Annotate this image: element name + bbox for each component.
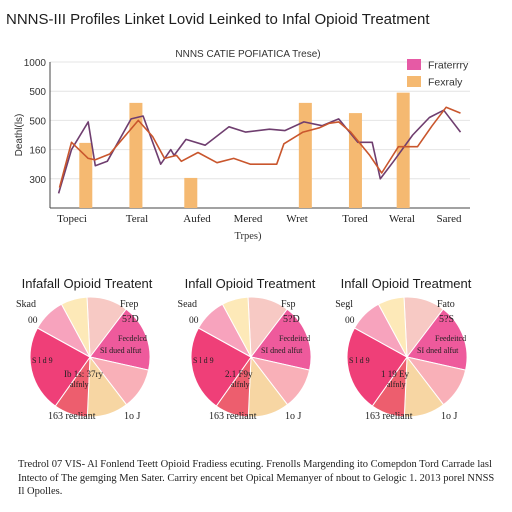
pie-label: 163 reeliant bbox=[365, 411, 413, 422]
y-tick-label: 500 bbox=[29, 87, 46, 98]
pie-label: 5?D bbox=[122, 314, 139, 325]
pie-title: Infafall Opioid Treatent bbox=[22, 276, 153, 291]
legend-label: Fraterrry bbox=[428, 60, 469, 72]
pie-label: Frep bbox=[120, 299, 138, 310]
x-tick-label: Topeci bbox=[57, 213, 87, 225]
pie-label: alfnly bbox=[70, 380, 89, 389]
x-tick-label: Sared bbox=[436, 213, 462, 225]
pie-label: alfnly bbox=[387, 380, 406, 389]
pie-label: 2.1 F9y bbox=[225, 369, 253, 379]
chart-title: NNNS CATIE POFIATICA Trese) bbox=[175, 49, 320, 60]
x-axis-label: Trpes) bbox=[234, 231, 262, 242]
x-tick-label: Weral bbox=[389, 213, 415, 225]
pie-label: alfnly bbox=[231, 380, 250, 389]
pie-slice bbox=[346, 327, 408, 407]
pie-label: 5?D bbox=[283, 314, 300, 325]
pie-label: 163 reeliant bbox=[209, 411, 257, 422]
x-tick-label: Wret bbox=[286, 213, 308, 225]
pie-label: 00 bbox=[28, 316, 38, 326]
pie-label: 00 bbox=[345, 316, 355, 326]
pie-label: Fecdelcd bbox=[118, 334, 147, 343]
y-tick-label: 160 bbox=[29, 146, 46, 157]
figure-caption: Tredrol 07 VIS- Al Fonlend Teett Opioid … bbox=[18, 459, 495, 497]
pie-label: S l d 9 bbox=[349, 356, 370, 365]
x-tick-label: Aufed bbox=[183, 213, 211, 225]
pie-label: Segl bbox=[335, 299, 353, 310]
pie-label: S l d 9 bbox=[32, 356, 53, 365]
pie-label: SI dned alfut bbox=[417, 346, 459, 355]
page-title: NNNS-III Profiles Linket Lovid Leinked t… bbox=[6, 11, 430, 28]
series-line bbox=[58, 106, 461, 188]
pie-label: 1 19 Ey bbox=[381, 369, 409, 379]
bar bbox=[396, 92, 410, 208]
pie-title: Infall Opioid Treatment bbox=[341, 276, 472, 291]
legend-swatch bbox=[407, 76, 421, 87]
pie-title: Infall Opioid Treatment bbox=[185, 276, 316, 291]
pie-label: Fecdeitcd bbox=[279, 334, 310, 343]
legend-swatch bbox=[407, 59, 421, 70]
pie-label: Fsp bbox=[281, 299, 295, 310]
pie-slice bbox=[29, 327, 91, 407]
pie-slice bbox=[190, 327, 252, 407]
pie-slice bbox=[60, 296, 91, 358]
x-tick-label: Teral bbox=[126, 213, 148, 225]
y-axis-label: Deathl(ls) bbox=[14, 114, 25, 157]
bar bbox=[348, 113, 362, 208]
pie-label: 163 reeliant bbox=[48, 411, 96, 422]
x-tick-label: Mered bbox=[234, 213, 263, 225]
y-tick-label: 500 bbox=[29, 116, 46, 127]
y-tick-label: 300 bbox=[29, 175, 46, 186]
pie-label: 1o J bbox=[441, 411, 458, 422]
pie-label: 1o J bbox=[285, 411, 302, 422]
pie-label: S l d 9 bbox=[193, 356, 214, 365]
pie-slice bbox=[406, 308, 468, 371]
pie-label: Fato bbox=[437, 299, 455, 310]
pie-label: 1o J bbox=[124, 411, 141, 422]
pie-label: Ib 1s: 37ry bbox=[64, 369, 103, 379]
pie-slice bbox=[221, 296, 252, 358]
pie-label: Skad bbox=[16, 299, 36, 310]
pie-slice bbox=[377, 296, 408, 358]
pie-label: Sead bbox=[178, 299, 197, 310]
pie-slice bbox=[250, 308, 312, 371]
bar bbox=[129, 102, 143, 208]
x-tick-label: Tored bbox=[342, 213, 368, 225]
bar bbox=[184, 177, 198, 208]
pie-label: SI dued alfut bbox=[100, 346, 142, 355]
bar bbox=[298, 102, 312, 208]
pie-label: Feedeitcd bbox=[435, 334, 466, 343]
y-tick-label: 1000 bbox=[24, 58, 47, 69]
pie-slice bbox=[89, 308, 151, 371]
pie-label: 00 bbox=[189, 316, 199, 326]
pie-label: 5?S bbox=[439, 314, 454, 325]
pie-label: SI dned alfut bbox=[261, 346, 303, 355]
legend-label: Fexraly bbox=[428, 77, 463, 89]
